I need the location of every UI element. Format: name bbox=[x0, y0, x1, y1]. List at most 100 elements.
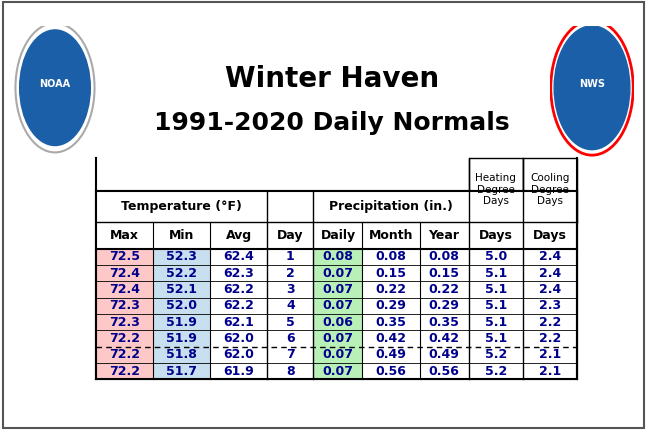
Bar bbox=[419, 249, 468, 265]
Bar bbox=[153, 249, 210, 265]
Bar bbox=[419, 298, 468, 314]
Bar bbox=[314, 249, 362, 265]
Text: Precipitation (in.): Precipitation (in.) bbox=[329, 200, 453, 213]
Bar bbox=[96, 265, 153, 281]
Text: 0.42: 0.42 bbox=[428, 332, 459, 345]
Bar bbox=[362, 347, 419, 363]
Text: NOAA: NOAA bbox=[39, 79, 71, 89]
Bar bbox=[267, 363, 314, 379]
Bar bbox=[153, 298, 210, 314]
Bar bbox=[468, 363, 523, 379]
Text: 0.22: 0.22 bbox=[428, 283, 459, 296]
Bar bbox=[153, 265, 210, 281]
Text: 52.0: 52.0 bbox=[166, 299, 197, 312]
Text: Cooling
Degree
Days: Cooling Degree Days bbox=[531, 173, 570, 206]
Text: 2.3: 2.3 bbox=[539, 299, 561, 312]
Bar bbox=[314, 330, 362, 347]
Text: 0.56: 0.56 bbox=[375, 365, 406, 378]
Bar bbox=[523, 330, 577, 347]
Bar bbox=[523, 347, 577, 363]
Text: 61.9: 61.9 bbox=[223, 365, 254, 378]
Bar bbox=[96, 330, 153, 347]
Bar bbox=[314, 281, 362, 298]
Text: 51.9: 51.9 bbox=[166, 332, 197, 345]
Text: 0.42: 0.42 bbox=[375, 332, 406, 345]
Text: Temperature (°F): Temperature (°F) bbox=[121, 200, 242, 213]
Bar bbox=[523, 265, 577, 281]
Bar bbox=[468, 265, 523, 281]
Bar bbox=[419, 347, 468, 363]
Bar bbox=[153, 314, 210, 330]
Text: 62.0: 62.0 bbox=[223, 332, 254, 345]
Bar bbox=[523, 363, 577, 379]
Bar bbox=[362, 281, 419, 298]
Bar bbox=[523, 281, 577, 298]
Text: 0.49: 0.49 bbox=[428, 348, 459, 361]
Bar bbox=[314, 298, 362, 314]
Text: 2: 2 bbox=[286, 267, 295, 280]
Bar bbox=[96, 222, 577, 249]
Text: 2.2: 2.2 bbox=[539, 316, 561, 329]
Text: 72.2: 72.2 bbox=[109, 332, 140, 345]
Text: 62.4: 62.4 bbox=[223, 250, 254, 263]
Bar bbox=[314, 347, 362, 363]
Text: 72.3: 72.3 bbox=[109, 299, 140, 312]
Text: 0.08: 0.08 bbox=[375, 250, 406, 263]
Bar bbox=[267, 314, 314, 330]
Bar bbox=[419, 363, 468, 379]
Text: Year: Year bbox=[428, 229, 459, 242]
Text: 0.15: 0.15 bbox=[375, 267, 406, 280]
Bar bbox=[153, 281, 210, 298]
Text: 6: 6 bbox=[286, 332, 294, 345]
Text: Daily: Daily bbox=[320, 229, 355, 242]
Bar bbox=[210, 330, 267, 347]
Bar bbox=[468, 330, 523, 347]
Bar bbox=[362, 298, 419, 314]
Bar bbox=[523, 249, 577, 265]
Text: 2.4: 2.4 bbox=[539, 250, 561, 263]
Text: Min: Min bbox=[169, 229, 194, 242]
Text: 1: 1 bbox=[286, 250, 295, 263]
Text: 2.1: 2.1 bbox=[539, 365, 561, 378]
Bar bbox=[267, 281, 314, 298]
Text: 72.2: 72.2 bbox=[109, 365, 140, 378]
Text: 51.9: 51.9 bbox=[166, 316, 197, 329]
Text: Max: Max bbox=[110, 229, 139, 242]
Text: 62.0: 62.0 bbox=[223, 348, 254, 361]
Text: 2.4: 2.4 bbox=[539, 283, 561, 296]
Bar bbox=[210, 363, 267, 379]
Text: 0.07: 0.07 bbox=[322, 283, 353, 296]
Bar bbox=[419, 330, 468, 347]
Text: 62.1: 62.1 bbox=[223, 316, 254, 329]
Text: Days: Days bbox=[479, 229, 512, 242]
Bar bbox=[468, 249, 523, 265]
Bar bbox=[153, 330, 210, 347]
Text: 5.1: 5.1 bbox=[485, 299, 507, 312]
Bar bbox=[96, 298, 153, 314]
Bar bbox=[210, 281, 267, 298]
Bar bbox=[96, 347, 153, 363]
Bar bbox=[468, 190, 577, 222]
Text: 52.3: 52.3 bbox=[166, 250, 197, 263]
Text: 5.0: 5.0 bbox=[485, 250, 507, 263]
Text: 52.2: 52.2 bbox=[166, 267, 197, 280]
Bar bbox=[267, 249, 314, 265]
Text: 0.07: 0.07 bbox=[322, 267, 353, 280]
Text: 51.7: 51.7 bbox=[166, 365, 197, 378]
Text: 0.08: 0.08 bbox=[428, 250, 459, 263]
Text: 4: 4 bbox=[286, 299, 295, 312]
Bar bbox=[210, 249, 267, 265]
Text: 5.1: 5.1 bbox=[485, 267, 507, 280]
Text: 0.29: 0.29 bbox=[428, 299, 459, 312]
Text: 72.4: 72.4 bbox=[109, 283, 140, 296]
Bar bbox=[314, 314, 362, 330]
Text: NWS: NWS bbox=[579, 79, 605, 89]
Bar bbox=[267, 330, 314, 347]
Text: 7: 7 bbox=[286, 348, 295, 361]
Text: 2.1: 2.1 bbox=[539, 348, 561, 361]
Text: 72.5: 72.5 bbox=[109, 250, 140, 263]
Bar bbox=[468, 347, 523, 363]
Bar bbox=[419, 281, 468, 298]
Text: 5.1: 5.1 bbox=[485, 332, 507, 345]
Bar bbox=[362, 265, 419, 281]
